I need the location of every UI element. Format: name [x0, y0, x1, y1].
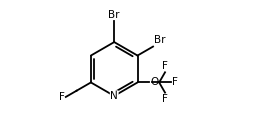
Text: Br: Br [109, 10, 120, 20]
Text: Br: Br [154, 35, 165, 46]
Text: F: F [162, 94, 168, 104]
Text: N: N [110, 91, 118, 101]
Text: F: F [59, 92, 65, 102]
Text: F: F [172, 77, 178, 87]
Text: F: F [162, 61, 168, 71]
Text: O: O [150, 77, 158, 87]
